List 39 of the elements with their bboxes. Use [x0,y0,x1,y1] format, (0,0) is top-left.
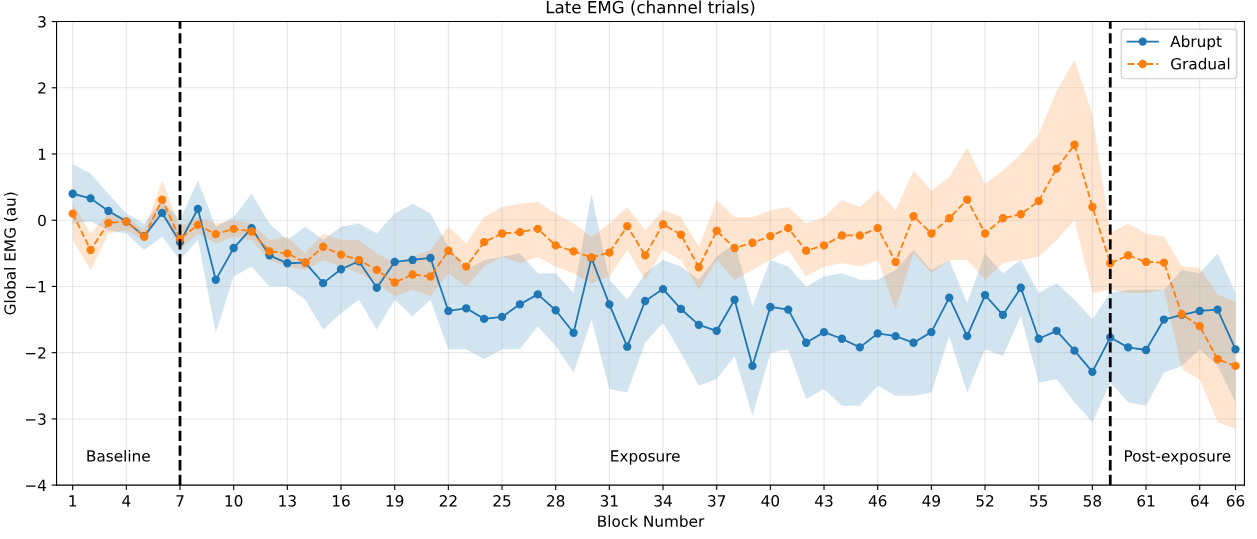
x-tick-label: 40 [761,495,780,507]
y-tick-label: 1 [38,148,46,160]
x-tick-label: 22 [439,495,457,507]
x-tick-label: 31 [600,495,618,507]
x-tick-label: 55 [1030,495,1048,507]
x-tick-label: 1 [69,495,77,507]
x-tick-label: 7 [176,495,184,507]
x-tick-label: 64 [1191,495,1209,507]
legend-label: Gradual [1171,57,1230,70]
y-tick-label: 0 [38,214,46,227]
x-tick-label: 46 [868,495,887,507]
x-tick-label: 66 [1226,495,1245,507]
x-tick-label: 25 [493,495,511,507]
x-tick-label: 49 [922,495,941,507]
annotation: Baseline [87,449,150,462]
x-tick-label: 37 [708,495,726,507]
x-tick-label: 61 [1137,495,1155,507]
x-axis-title: Block Number [598,515,705,527]
y-tick-label: −1 [25,281,46,293]
chart-title: Late EMG (channel trials) [546,0,755,16]
x-tick-label: 34 [654,495,672,507]
y-tick-label: 2 [38,82,46,94]
y-tick-label: −3 [25,413,46,425]
x-tick-label: 10 [225,495,243,507]
legend-label: Abrupt [1170,35,1222,51]
y-tick-label: 3 [38,16,46,28]
x-tick-label: 43 [815,495,833,507]
y-axis-title: Global EMG (au) [3,192,18,315]
x-tick-label: 28 [547,495,565,507]
y-tick-label: −4 [25,479,46,491]
annotation: Exposure [611,450,680,465]
x-tick-label: 58 [1083,495,1102,507]
x-tick-label: 13 [279,495,296,507]
x-tick-label: 19 [386,495,404,507]
x-tick-label: 4 [122,495,131,507]
annotation: Post-exposure [1125,450,1231,465]
x-tick-label: 52 [976,495,994,507]
y-tick-label: −2 [25,347,46,359]
x-tick-label: 16 [332,495,350,507]
